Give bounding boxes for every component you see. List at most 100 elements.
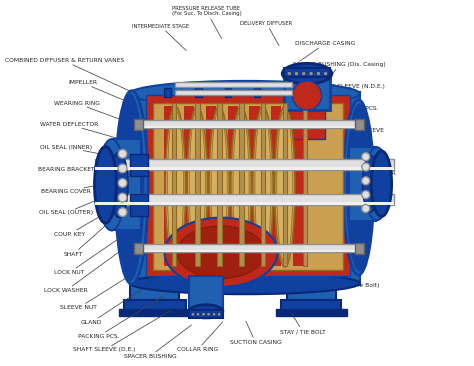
Polygon shape <box>164 88 171 97</box>
Ellipse shape <box>130 81 360 107</box>
Polygon shape <box>228 107 238 266</box>
Polygon shape <box>146 96 350 276</box>
Text: NUT (For Stay Tie Bolt): NUT (For Stay Tie Bolt) <box>311 272 379 288</box>
Polygon shape <box>293 107 303 266</box>
Text: COLLAR RING: COLLAR RING <box>177 322 223 352</box>
Circle shape <box>118 164 127 173</box>
Polygon shape <box>134 243 143 254</box>
Text: BEARING COVER: BEARING COVER <box>41 184 103 194</box>
Polygon shape <box>111 139 141 231</box>
Circle shape <box>196 313 200 316</box>
Ellipse shape <box>187 107 208 267</box>
Ellipse shape <box>209 107 229 267</box>
Ellipse shape <box>116 94 144 280</box>
Circle shape <box>362 177 370 185</box>
Circle shape <box>362 163 370 171</box>
Text: SHAFT: SHAFT <box>64 222 109 257</box>
Ellipse shape <box>115 91 148 284</box>
Ellipse shape <box>233 110 249 263</box>
Bar <box>141 244 360 252</box>
Polygon shape <box>249 107 260 266</box>
Polygon shape <box>261 103 265 266</box>
Polygon shape <box>164 107 175 266</box>
Text: SHAFT SLEEVE (D.E.): SHAFT SLEEVE (D.E.) <box>73 310 171 352</box>
Circle shape <box>362 153 370 161</box>
Polygon shape <box>134 119 143 130</box>
Polygon shape <box>225 88 231 97</box>
Text: OIL SEAL (INNER): OIL SEAL (INNER) <box>40 145 120 158</box>
Polygon shape <box>271 107 281 266</box>
Polygon shape <box>119 309 192 316</box>
Ellipse shape <box>292 81 322 110</box>
Polygon shape <box>124 300 186 311</box>
Polygon shape <box>130 285 179 300</box>
Circle shape <box>191 313 195 316</box>
Ellipse shape <box>98 139 126 231</box>
Text: SHAFT SLEEVE (N.D.E.): SHAFT SLEEVE (N.D.E.) <box>316 84 385 100</box>
Ellipse shape <box>189 110 205 263</box>
Ellipse shape <box>255 110 271 263</box>
Ellipse shape <box>167 110 183 263</box>
Bar <box>189 310 223 318</box>
Bar <box>175 82 292 87</box>
Circle shape <box>323 71 328 76</box>
Bar <box>95 202 394 205</box>
Circle shape <box>118 149 127 158</box>
Text: STAY / TIE BOLT: STAY / TIE BOLT <box>280 314 326 334</box>
Text: SUCTION CASING: SUCTION CASING <box>230 321 282 345</box>
Text: IMPELLER: IMPELLER <box>68 80 162 116</box>
Text: SHORT SLEEVE: SHORT SLEEVE <box>339 128 384 143</box>
Text: WEARING RING: WEARING RING <box>54 101 147 129</box>
Polygon shape <box>276 309 347 316</box>
Ellipse shape <box>289 86 325 105</box>
Ellipse shape <box>347 104 372 270</box>
Polygon shape <box>239 103 244 266</box>
Polygon shape <box>281 300 341 311</box>
Ellipse shape <box>364 147 390 220</box>
Circle shape <box>118 193 127 202</box>
Text: DISCHARGE CASING: DISCHARGE CASING <box>295 41 355 61</box>
Bar <box>284 75 329 110</box>
Polygon shape <box>195 88 202 97</box>
Circle shape <box>316 71 320 76</box>
Polygon shape <box>285 88 292 97</box>
Text: THRUST BEARING ADOPTER: THRUST BEARING ADOPTER <box>312 171 396 180</box>
Ellipse shape <box>371 151 392 217</box>
Ellipse shape <box>164 218 277 287</box>
Text: PACKING PCS.: PACKING PCS. <box>78 296 164 339</box>
Ellipse shape <box>189 305 223 318</box>
Text: PACKING PCS.: PACKING PCS. <box>337 106 378 121</box>
Text: SHAFT COLLAR: SHAFT COLLAR <box>339 149 384 163</box>
Ellipse shape <box>130 272 360 294</box>
Bar <box>95 194 394 205</box>
Text: COMBINED DIFFUSER & RETURN VANES: COMBINED DIFFUSER & RETURN VANES <box>5 58 153 102</box>
Bar <box>141 127 360 128</box>
Ellipse shape <box>282 63 332 84</box>
Bar <box>95 167 394 170</box>
Ellipse shape <box>253 107 273 267</box>
Ellipse shape <box>284 67 329 83</box>
Bar <box>141 250 360 252</box>
Bar <box>95 159 394 170</box>
Polygon shape <box>254 88 260 97</box>
Ellipse shape <box>343 100 374 275</box>
Bar <box>175 90 292 96</box>
Polygon shape <box>172 103 176 266</box>
Ellipse shape <box>110 152 128 218</box>
Bar <box>141 120 360 128</box>
Polygon shape <box>287 285 336 300</box>
Circle shape <box>201 313 205 316</box>
Circle shape <box>287 71 292 76</box>
Polygon shape <box>348 146 376 221</box>
Ellipse shape <box>274 107 295 267</box>
Polygon shape <box>218 103 222 266</box>
Ellipse shape <box>211 110 227 263</box>
Text: BEARING BRACKET: BEARING BRACKET <box>38 167 110 172</box>
Polygon shape <box>184 107 194 266</box>
Polygon shape <box>195 103 200 266</box>
Circle shape <box>118 179 127 187</box>
Text: GLAND: GLAND <box>81 281 154 325</box>
Text: SPACER BUSHING: SPACER BUSHING <box>124 325 191 359</box>
Text: SLEEVE NUT: SLEEVE NUT <box>60 269 140 310</box>
Polygon shape <box>130 194 148 216</box>
